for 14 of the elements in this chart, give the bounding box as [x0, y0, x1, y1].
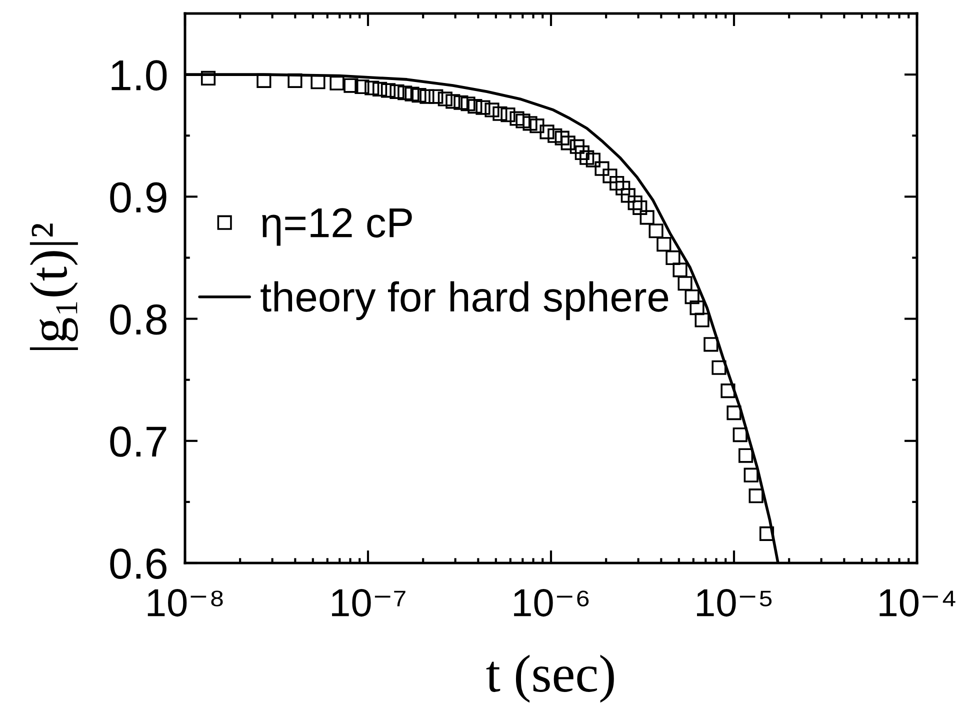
x-tick-label: 10⁻⁷: [332, 589, 406, 617]
y-axis-title: |g₁(t)|²: [30, 224, 78, 350]
y-tick-label: 0.7: [110, 426, 166, 457]
x-tick-label: 10⁻⁴: [880, 589, 956, 617]
y-tick-label: 0.6: [110, 548, 166, 580]
x-axis-title: t (sec): [486, 654, 614, 703]
y-tick-label: 0.9: [110, 182, 166, 213]
legend-label: theory for hard sphere: [260, 281, 668, 320]
x-tick-label: 10⁻⁶: [514, 589, 589, 617]
y-tick-label: 0.8: [110, 304, 166, 335]
legend-label: η=12 cP: [262, 208, 412, 246]
x-tick-label: 10⁻⁸: [148, 589, 223, 617]
y-tick-label: 1.0: [112, 60, 167, 91]
x-tick-label: 10⁻⁵: [697, 589, 772, 617]
